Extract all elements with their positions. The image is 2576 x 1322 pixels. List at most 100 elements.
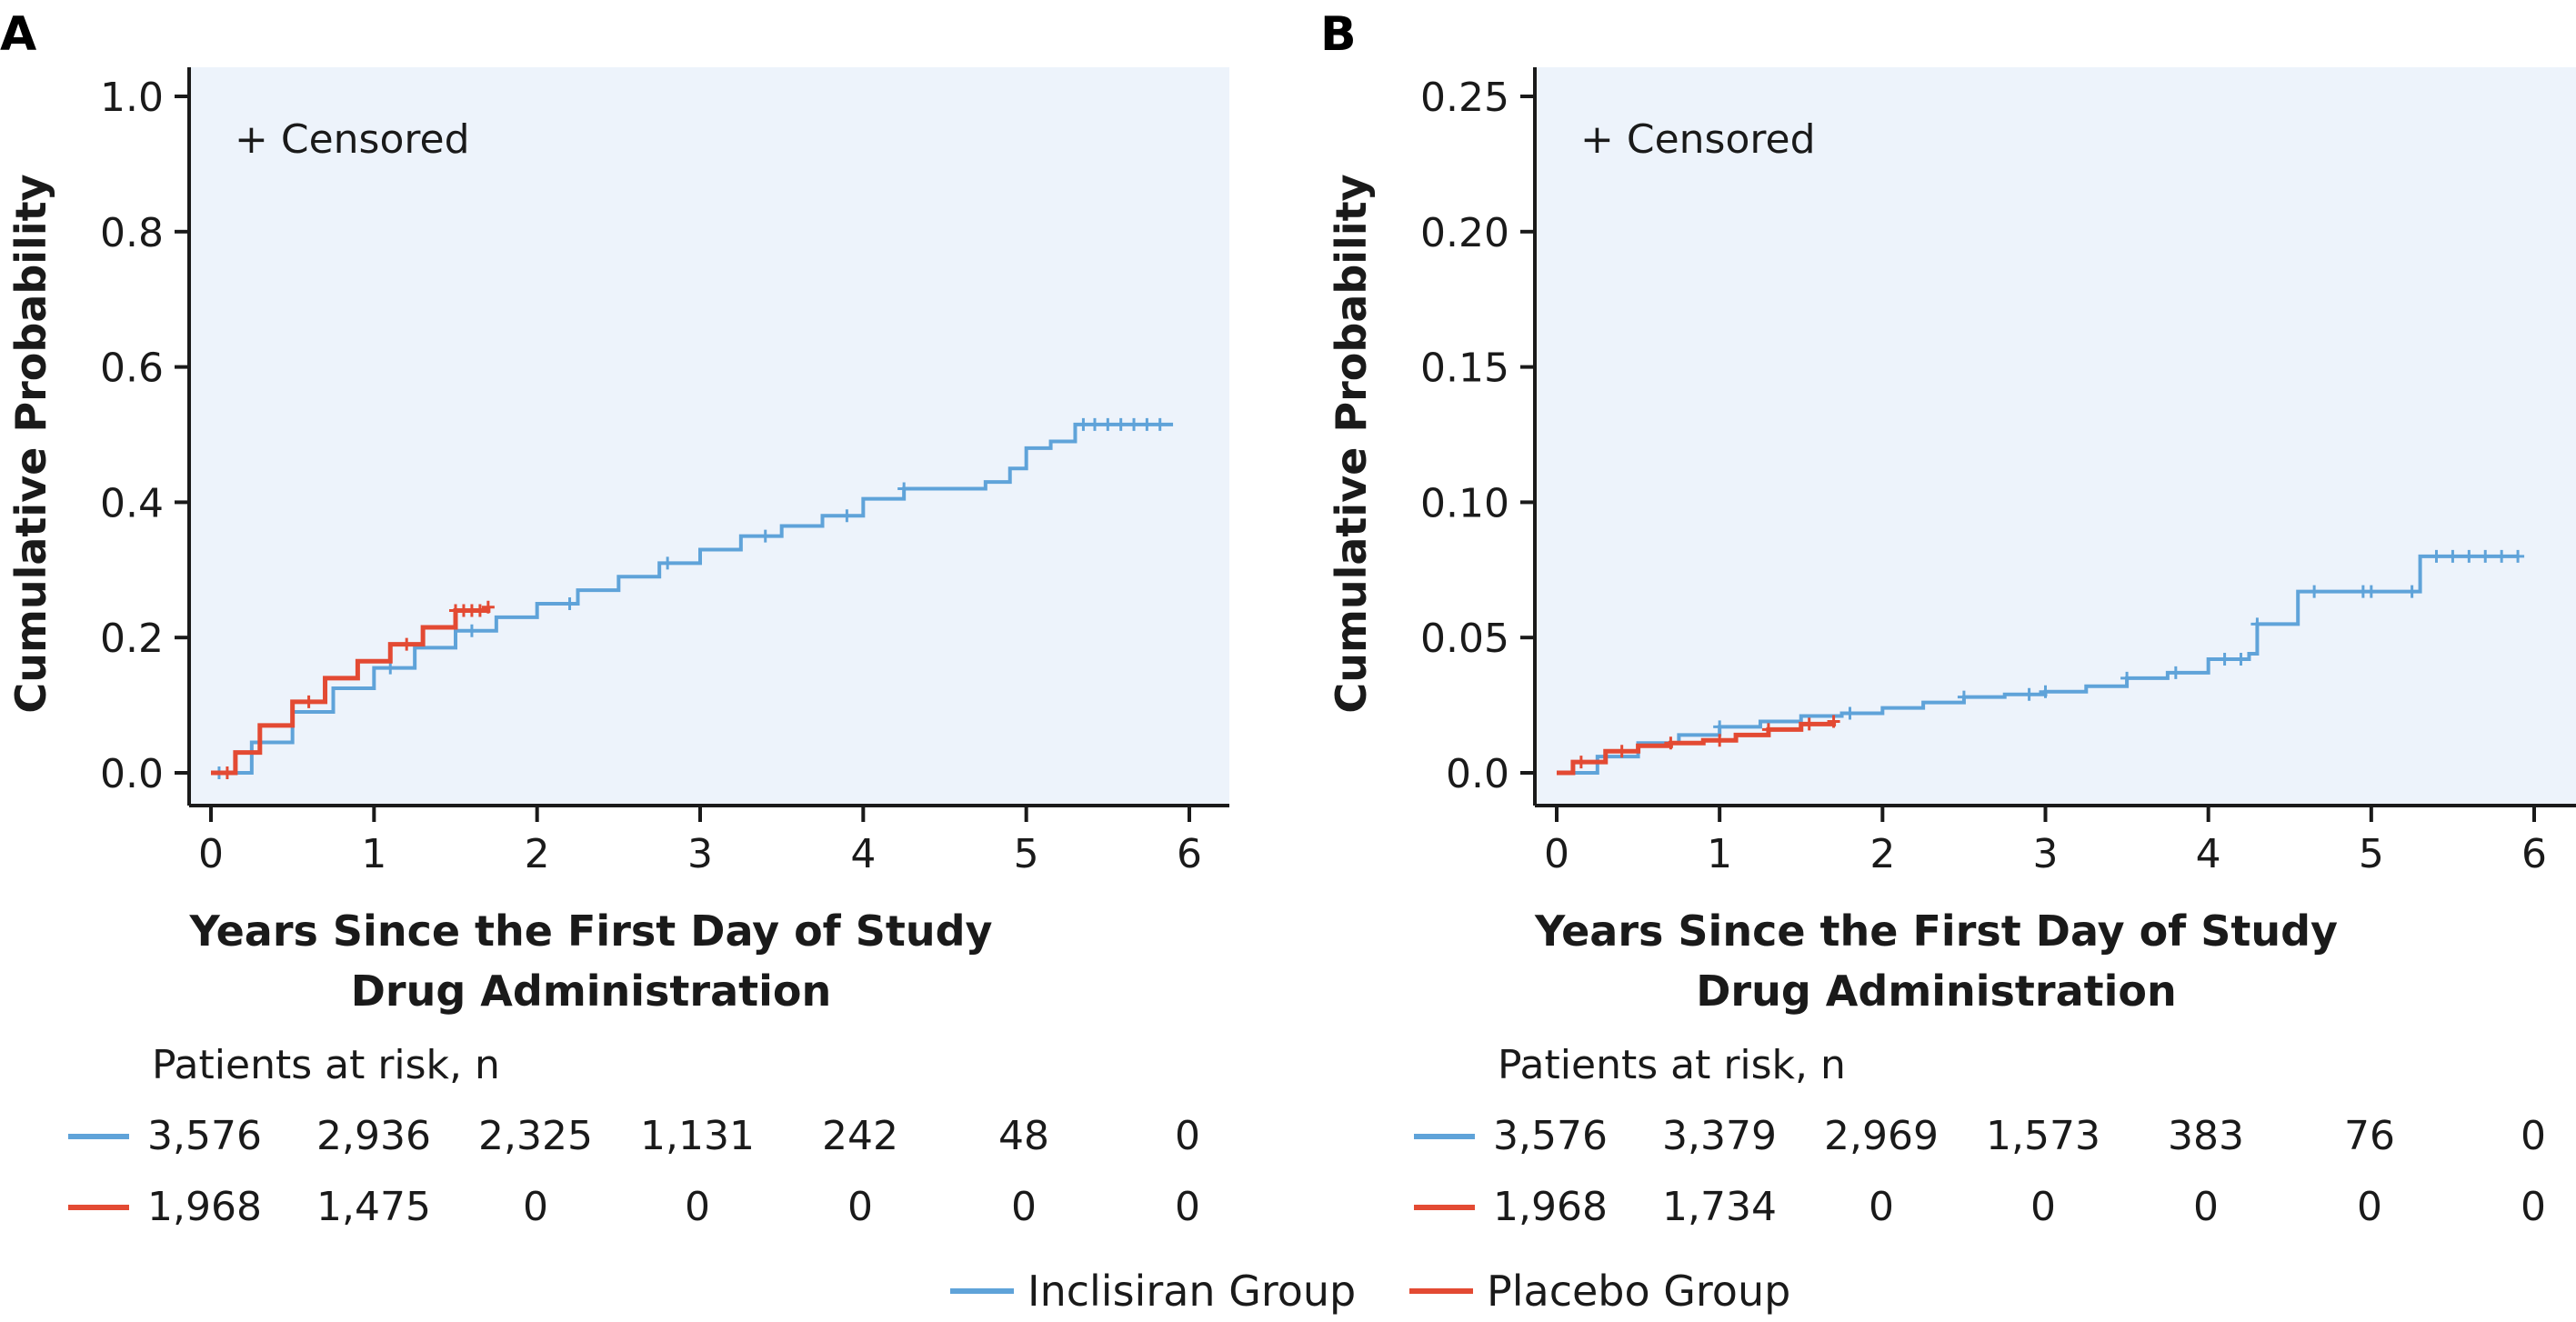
x-tick-label: 4 <box>2196 831 2221 877</box>
y-tick-label: 0.2 <box>100 616 164 662</box>
y-tick-label: 0.15 <box>1420 346 1509 392</box>
risk-cell: 1,475 <box>316 1184 431 1230</box>
y-axis-title: Cumulative Probability <box>6 174 55 713</box>
censor-mark <box>1153 417 1167 431</box>
risk-cell: 3,576 <box>1493 1113 1608 1159</box>
risk-table: 3,576 3,379 2,969 1,573 383 76 0 1,968 1,734 0 0 0 0… <box>1414 1113 2546 1230</box>
risk-cell: 1,968 <box>147 1184 262 1230</box>
risk-cell: 0 <box>1011 1184 1037 1230</box>
legend: Inclisiran Group Placebo Group <box>950 1267 1790 1316</box>
censored-note: + Censored <box>1580 116 1816 163</box>
censor-mark <box>2462 549 2476 563</box>
censor-mark <box>2120 671 2134 685</box>
legend-label-inclisiran: Inclisiran Group <box>1027 1267 1356 1316</box>
x-axis-title-line-1: Years Since the First Day of Study <box>1534 906 2338 956</box>
x-tick-label: 0 <box>198 831 224 877</box>
x-tick-label: 1 <box>1707 831 1732 877</box>
censor-mark <box>1101 417 1115 431</box>
y-tick-label: 0.0 <box>100 751 164 797</box>
panel-b: B 0.0 0.05 0.10 0.15 0.20 0.25 0 1 2 3 4 5 6 + Censo… <box>1320 7 2576 1230</box>
placebo-group-curve <box>211 606 491 776</box>
risk-table-title: Patients at risk, n <box>1498 1042 1846 1088</box>
x-tick-label: 3 <box>687 831 713 877</box>
censor-mark <box>2446 549 2460 563</box>
x-tick-label: 5 <box>1014 831 1039 877</box>
censor-mark <box>897 482 911 496</box>
censor-mark <box>1713 734 1727 747</box>
risk-cell: 0 <box>2521 1113 2546 1159</box>
x-tick-label: 4 <box>850 831 876 877</box>
y-tick-label: 0.6 <box>100 346 164 392</box>
y-tick-label: 0.20 <box>1420 210 1509 256</box>
censor-mark <box>1615 745 1629 758</box>
censored-note: + Censored <box>235 116 470 163</box>
risk-cell: 1,573 <box>1986 1113 2100 1159</box>
censor-mark <box>1140 417 1154 431</box>
risk-cell: 1,131 <box>640 1113 755 1159</box>
x-tick-label: 5 <box>2359 831 2384 877</box>
censor-mark <box>1077 417 1090 431</box>
censor-mark <box>2169 666 2182 679</box>
censor-mark <box>473 604 486 617</box>
risk-cell: 383 <box>2168 1113 2244 1159</box>
censor-mark <box>1574 756 1588 769</box>
plot-background <box>189 67 1229 806</box>
inclisiran-group-curve <box>211 422 1174 775</box>
censor-mark <box>2308 585 2321 598</box>
x-tick-label: 6 <box>2521 831 2547 877</box>
y-tick-label: 0.4 <box>100 480 164 526</box>
risk-cell: 0 <box>847 1184 873 1230</box>
censor-mark <box>2511 549 2525 563</box>
censor-mark <box>220 766 234 779</box>
x-tick-label: 6 <box>1177 831 1202 877</box>
risk-cell: 1,734 <box>1662 1184 1777 1230</box>
risk-cell: 1,968 <box>1493 1184 1608 1230</box>
risk-cell: 0 <box>523 1184 548 1230</box>
censor-mark <box>2495 549 2509 563</box>
y-tick-label: 1.0 <box>100 75 164 121</box>
risk-cell: 0 <box>1175 1184 1200 1230</box>
x-tick-label: 3 <box>2033 831 2059 877</box>
censor-mark <box>661 556 675 570</box>
risk-cell: 48 <box>998 1113 1049 1159</box>
censor-mark <box>2250 617 2264 631</box>
censor-mark <box>2022 687 2036 701</box>
risk-cell: 0 <box>685 1184 710 1230</box>
y-tick-label: 0.10 <box>1420 480 1509 526</box>
risk-cell: 3,576 <box>147 1113 262 1159</box>
censor-mark <box>1128 417 1141 431</box>
y-tick-label: 0.05 <box>1420 616 1509 662</box>
censor-mark <box>840 509 854 523</box>
censor-mark <box>2218 653 2231 666</box>
censor-mark <box>1843 706 1857 720</box>
y-axis-title: Cumulative Probability <box>1327 174 1376 713</box>
censor-mark <box>1761 723 1775 736</box>
risk-cell: 2,969 <box>1824 1113 1939 1159</box>
risk-cell: 242 <box>822 1113 898 1159</box>
censor-mark <box>1114 417 1128 431</box>
y-tick-label: 0.0 <box>1446 751 1509 797</box>
risk-cell: 0 <box>1175 1113 1200 1159</box>
risk-cell: 0 <box>2357 1184 2382 1230</box>
y-tick-label: 0.25 <box>1420 75 1509 121</box>
y-tick-label: 0.8 <box>100 210 164 256</box>
risk-cell: 0 <box>2030 1184 2056 1230</box>
risk-cell: 76 <box>2344 1113 2395 1159</box>
censor-mark <box>2405 585 2419 598</box>
censor-mark <box>1957 690 1970 704</box>
x-axis-title-line-2: Drug Administration <box>1696 966 2177 1016</box>
censor-mark <box>1664 736 1678 750</box>
x-tick-label: 1 <box>361 831 386 877</box>
risk-table-title: Patients at risk, n <box>152 1042 500 1088</box>
x-axis-title-line-2: Drug Administration <box>351 966 832 1016</box>
risk-cell: 2,325 <box>478 1113 593 1159</box>
censor-mark <box>2039 685 2052 698</box>
x-tick-label: 2 <box>1869 831 1895 877</box>
panel-letter: A <box>0 7 36 62</box>
censor-mark <box>2430 549 2443 563</box>
censor-mark <box>302 695 316 708</box>
risk-cell: 3,379 <box>1662 1113 1777 1159</box>
censor-mark <box>1802 717 1816 731</box>
x-tick-label: 0 <box>1544 831 1569 877</box>
legend-label-placebo: Placebo Group <box>1487 1267 1790 1316</box>
